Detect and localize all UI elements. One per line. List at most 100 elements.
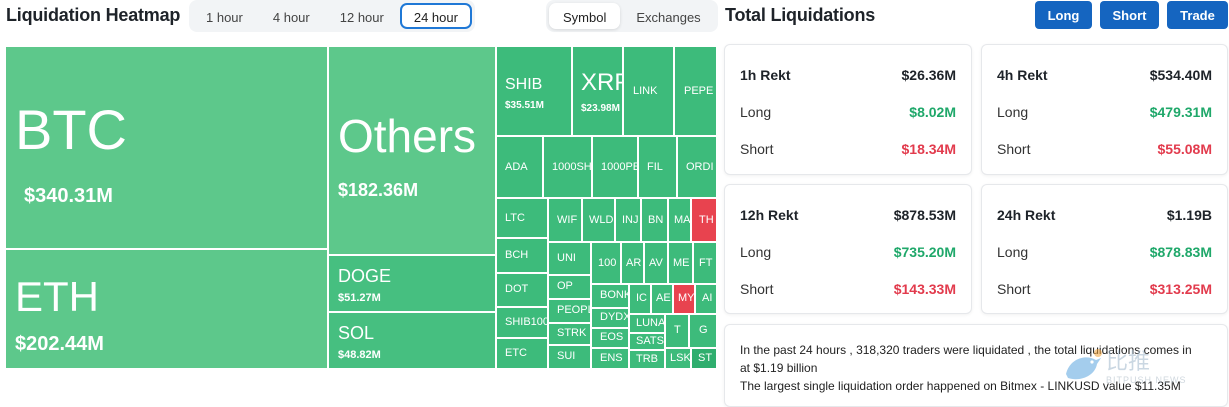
tile-symbol: DOT <box>505 283 529 295</box>
heatmap-title: Liquidation Heatmap <box>6 5 181 25</box>
long-label: Long <box>740 104 772 120</box>
short-label: Short <box>740 281 774 297</box>
tile-lsk[interactable]: LSK <box>665 348 691 369</box>
tile-ltc[interactable]: LTC <box>496 198 548 238</box>
tile-wld[interactable]: WLD <box>582 198 615 242</box>
tile-symbol: BTC <box>15 98 127 161</box>
tile-symbol: FIL <box>647 161 663 173</box>
tile-trb[interactable]: TRB <box>629 350 665 369</box>
tile-etc[interactable]: ETC <box>496 338 548 369</box>
tile-st[interactable]: ST <box>691 348 717 369</box>
tile-th[interactable]: TH <box>691 198 717 242</box>
tab-1-hour[interactable]: 1 hour <box>206 10 243 25</box>
tab-exchanges[interactable]: Exchanges <box>636 10 701 25</box>
tab-12-hour[interactable]: 12 hour <box>339 10 384 25</box>
view-mode-tabs: Symbol Exchanges <box>546 0 718 32</box>
card-title: 4h Rekt <box>997 67 1048 83</box>
summary-line-1: In the past 24 hours , 318,320 traders w… <box>740 343 1192 357</box>
tile-luna[interactable]: LUNA <box>629 314 665 333</box>
long-value: $878.83M <box>1149 244 1212 260</box>
tile-others[interactable]: Others $182.36M <box>328 46 496 255</box>
tile-ma[interactable]: MA <box>668 198 691 242</box>
card-long-row: Long $479.31M <box>997 104 1212 120</box>
card-title: 1h Rekt <box>740 67 791 83</box>
tile-symbol: EOS <box>600 331 624 343</box>
short-value: $18.34M <box>901 141 956 157</box>
tile-value: $202.44M <box>15 333 104 355</box>
tile-me[interactable]: ME <box>668 242 693 284</box>
tile-t[interactable]: T <box>665 314 689 348</box>
tile-shib1000[interactable]: SHIB100 <box>496 307 548 338</box>
tile-bonk[interactable]: BONK <box>591 284 629 308</box>
tile-symbol: STRK <box>557 327 587 339</box>
card-long-row: Long $8.02M <box>740 104 956 120</box>
card-total: $878.53M <box>893 207 956 223</box>
tile-1000pepe[interactable]: 1000PE <box>592 136 638 198</box>
tile-ar[interactable]: AR <box>621 242 644 284</box>
tab-24-hour[interactable]: 24 hour <box>399 3 472 29</box>
tile-ic[interactable]: IC <box>629 284 651 314</box>
tile-ai[interactable]: AI <box>695 284 717 314</box>
tile-symbol: AR <box>626 257 642 269</box>
tile-link[interactable]: LINK <box>623 46 674 136</box>
tile-eth[interactable]: ETH $202.44M <box>5 249 328 369</box>
tile-symbol: LSK <box>670 352 691 364</box>
tile-ft[interactable]: FT <box>693 242 717 284</box>
tile-value: $48.82M <box>338 349 381 361</box>
tile-people[interactable]: PEOPL <box>548 299 591 323</box>
tile-symbol: AI <box>702 292 713 304</box>
tile-g[interactable]: G <box>689 314 717 348</box>
tile-wif[interactable]: WIF <box>548 198 582 242</box>
tile-shib[interactable]: SHIB $35.51M <box>496 46 572 136</box>
tile-symbol: 1000SH <box>552 161 592 173</box>
card-long-row: Long $878.83M <box>997 244 1212 260</box>
tile-btc[interactable]: BTC $340.31M <box>5 46 328 249</box>
tab-4-hour[interactable]: 4 hour <box>272 10 310 25</box>
tile-strk[interactable]: STRK <box>548 323 591 345</box>
trade-button[interactable]: Trade <box>1167 1 1228 29</box>
tile-eos[interactable]: EOS <box>591 328 629 348</box>
tile-symbol: TH <box>699 214 714 226</box>
tile-doge[interactable]: DOGE $51.27M <box>328 255 496 312</box>
tile-ordi[interactable]: ORDI <box>677 136 717 198</box>
tile-100[interactable]: 100 <box>591 242 621 284</box>
tile-sol[interactable]: SOL $48.82M <box>328 312 496 369</box>
tile-symbol: DYDX <box>600 311 629 323</box>
tile-my[interactable]: MY <box>673 284 695 314</box>
tile-op[interactable]: OP <box>548 275 591 299</box>
tile-sats[interactable]: SATS <box>629 333 665 350</box>
tile-ae[interactable]: AE <box>651 284 673 314</box>
tile-symbol: BN <box>648 214 664 226</box>
tile-sui[interactable]: SUI <box>548 345 591 369</box>
watermark-sub: BITPUSH NEWS <box>1106 375 1187 385</box>
rekt-card-24h: 24h Rekt $1.19B Long $878.83M Short $313… <box>981 184 1228 314</box>
tile-ada[interactable]: ADA <box>496 136 543 198</box>
tile-xrp[interactable]: XRP $23.98M <box>572 46 623 136</box>
tile-av[interactable]: AV <box>644 242 668 284</box>
card-header-row: 4h Rekt $534.40M <box>997 67 1212 83</box>
watermark: 比推 BITPUSH NEWS <box>1062 344 1222 394</box>
tile-1000shib[interactable]: 1000SH <box>543 136 592 198</box>
tile-uni[interactable]: UNI <box>548 242 591 275</box>
tile-symbol: UNI <box>557 252 576 264</box>
tile-symbol: Others <box>338 110 477 162</box>
tile-symbol: ENS <box>600 352 623 364</box>
long-button[interactable]: Long <box>1035 1 1092 29</box>
short-button[interactable]: Short <box>1100 1 1159 29</box>
tile-dydx[interactable]: DYDX <box>591 308 629 328</box>
tile-symbol: ADA <box>505 161 528 173</box>
tab-symbol[interactable]: Symbol <box>549 3 621 29</box>
tile-inj[interactable]: INJ <box>615 198 641 242</box>
tile-fil[interactable]: FIL <box>638 136 677 198</box>
tile-bch[interactable]: BCH <box>496 238 548 273</box>
long-label: Long <box>997 104 1029 120</box>
card-title: 12h Rekt <box>740 207 799 223</box>
tile-pepe[interactable]: PEPE <box>674 46 717 136</box>
tile-ens[interactable]: ENS <box>591 348 629 369</box>
card-total: $26.36M <box>901 67 956 83</box>
tile-dot[interactable]: DOT <box>496 273 548 307</box>
tile-bn[interactable]: BN <box>641 198 668 242</box>
tile-value: $51.27M <box>338 292 381 304</box>
time-range-tabs: 1 hour 4 hour 12 hour 24 hour <box>189 0 475 32</box>
tile-symbol: SHIB <box>505 76 543 93</box>
